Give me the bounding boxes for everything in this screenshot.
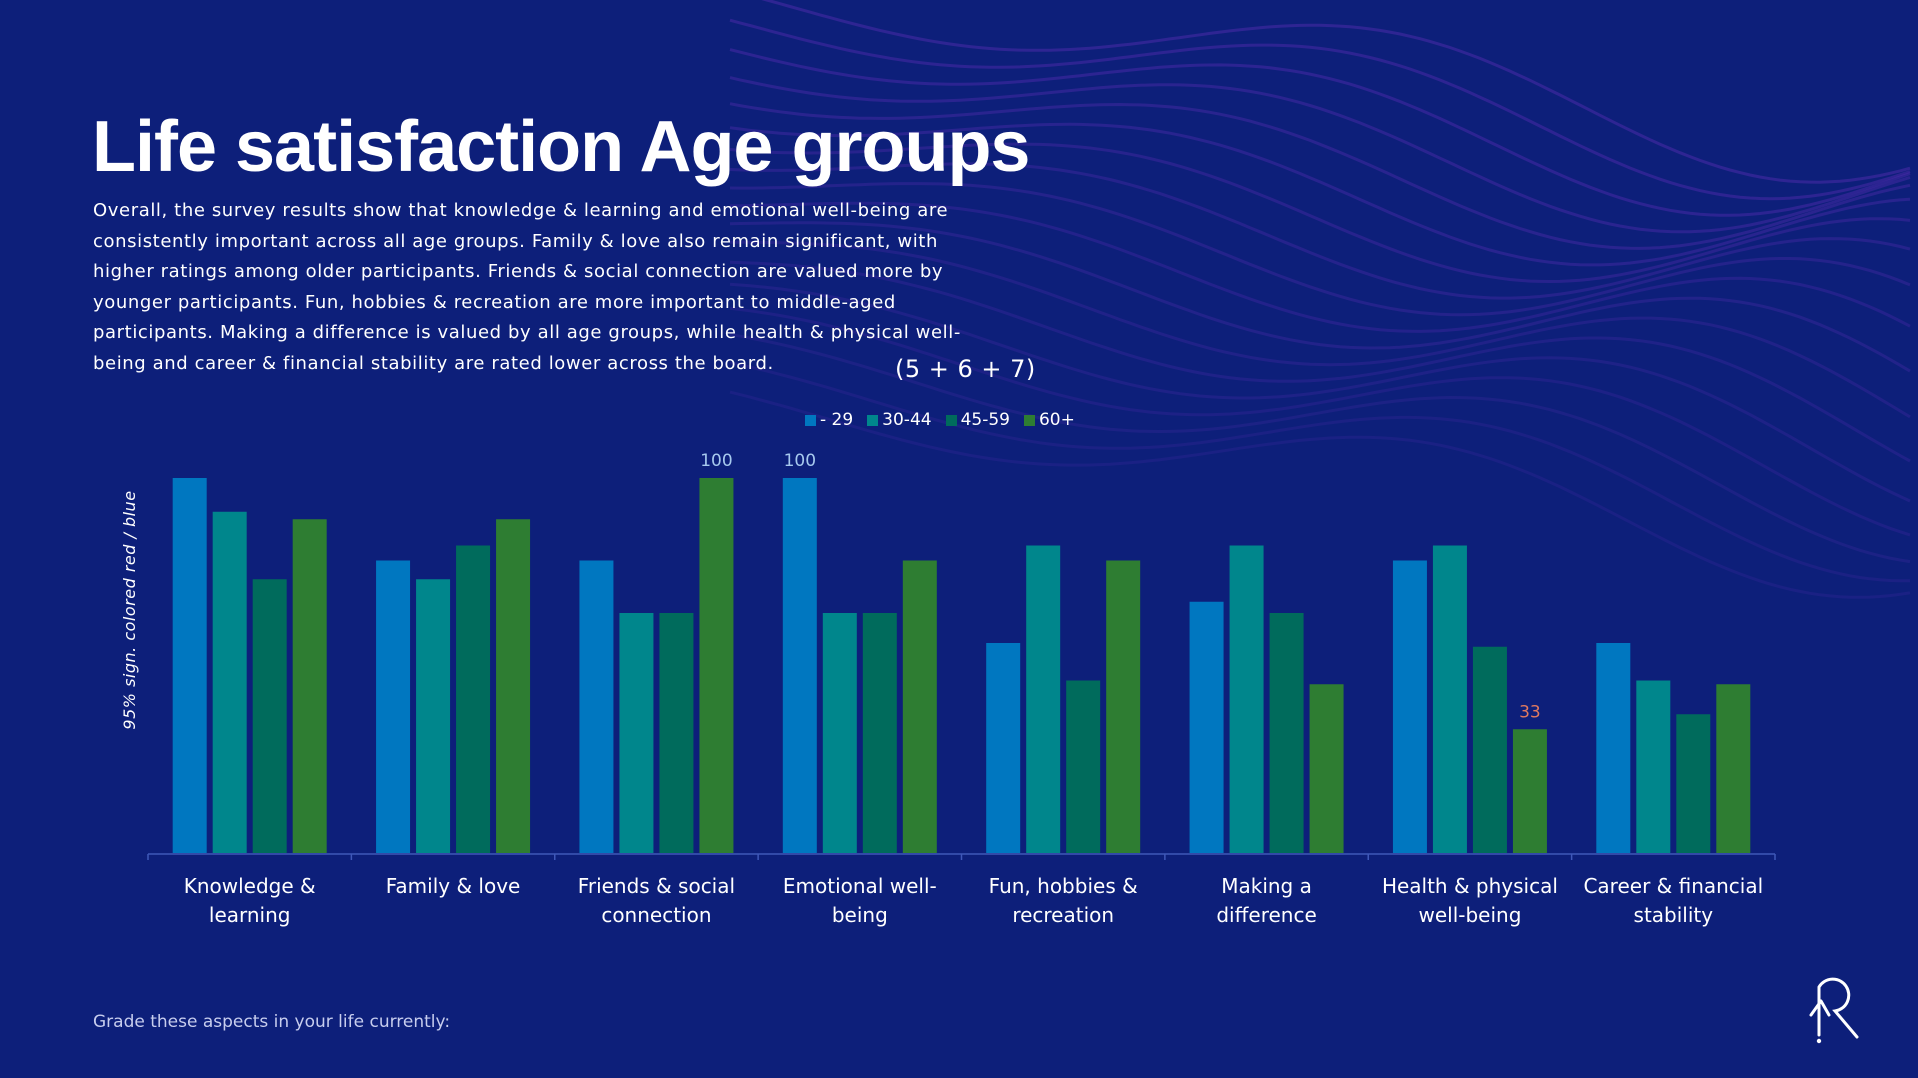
brand-logo-icon (1809, 977, 1859, 1044)
bar (1026, 545, 1061, 853)
x-tick-label: Family & love (386, 874, 521, 898)
bar (212, 511, 247, 853)
legend-label: 60+ (1038, 410, 1075, 430)
bar (1512, 729, 1547, 853)
bar (416, 579, 451, 853)
bar (252, 579, 287, 853)
bar (456, 545, 491, 853)
bar (699, 478, 734, 853)
bar (902, 560, 937, 853)
bar (1269, 613, 1304, 853)
bar (172, 478, 207, 853)
bar (1472, 646, 1507, 853)
page-title: Life satisfaction Age groups (92, 107, 1030, 187)
legend-item-45-59: 45-59 (945, 410, 1010, 430)
bar (1596, 643, 1631, 853)
bar (1716, 684, 1751, 853)
x-tick-label: Friends & social connection (578, 874, 735, 927)
legend-item-60-plus: 60+ (1023, 410, 1075, 430)
bar (1229, 545, 1264, 853)
bar (376, 560, 411, 853)
legend-item-30-44: 30-44 (867, 410, 932, 430)
x-tick-label: Making a difference (1216, 874, 1316, 927)
bar (1066, 680, 1101, 853)
bar (1432, 545, 1467, 853)
bar (659, 613, 694, 853)
bar (782, 478, 817, 853)
bar (822, 613, 857, 853)
bar (862, 613, 897, 853)
bar (496, 519, 531, 853)
x-tick-label: Knowledge & learning (184, 874, 316, 927)
x-tick-label: Fun, hobbies & recreation (989, 874, 1138, 927)
bar (1309, 684, 1344, 853)
data-label: 100 (784, 451, 816, 471)
bar (1106, 560, 1141, 853)
data-label: 33 (1519, 702, 1541, 722)
legend-swatch (1023, 414, 1035, 426)
legend-label: - 29 (820, 410, 854, 430)
chart-legend: - 29 30-44 45-59 60+ (805, 410, 1075, 430)
x-tick-label: Career & financial stability (1583, 874, 1763, 927)
legend-swatch (945, 414, 957, 426)
legend-swatch (805, 414, 816, 426)
footer-question: Grade these aspects in your life current… (93, 1012, 451, 1032)
bar (292, 519, 327, 853)
bar (1189, 601, 1224, 853)
bar (1636, 680, 1671, 853)
bar (579, 560, 614, 853)
bar (1392, 560, 1427, 853)
legend-label: 45-59 (960, 410, 1010, 430)
data-label: 100 (700, 451, 732, 471)
bar (986, 643, 1021, 853)
summary-paragraph: Overall, the survey results show that kn… (93, 200, 961, 374)
bar (1676, 714, 1711, 853)
legend-label: 30-44 (882, 410, 932, 430)
x-tick-label: Health & physical well-being (1382, 874, 1558, 927)
x-tick-label: Emotional well-being (783, 874, 937, 927)
note-text: (5 + 6 + 7) (895, 355, 1036, 383)
legend-item-under-29: - 29 (805, 410, 853, 430)
bar (619, 613, 654, 853)
legend-swatch (867, 414, 879, 426)
